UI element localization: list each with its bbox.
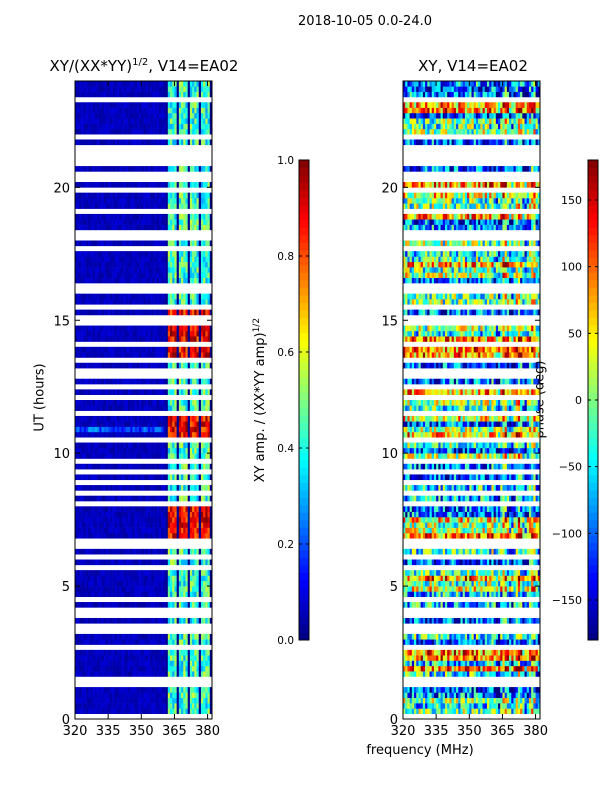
amplitude-heatmap-frame	[74, 80, 213, 720]
y-tick-label: 10	[381, 447, 398, 462]
phase-colorbar	[588, 160, 598, 641]
x-tick-label: 335	[424, 724, 449, 739]
y-tick-label: 15	[381, 314, 398, 329]
x-tick-label: 335	[96, 724, 121, 739]
colorbar-tick-label: −150	[552, 594, 582, 607]
left-title-main: XY/(XX*YY)	[49, 57, 133, 75]
amplitude-heatmap	[75, 81, 213, 714]
y-tick-label: 20	[53, 181, 70, 196]
left-title-tail: , V14=EA02	[148, 57, 239, 75]
left-panel-title: XY/(XX*YY)1/2, V14=EA02	[14, 57, 274, 75]
colorbar-tick-label: 0.0	[277, 635, 294, 647]
x-tick-label: 350	[129, 724, 154, 739]
colorbar-tick-label: 0.8	[277, 251, 294, 263]
colorbar-tick-label: 150	[561, 194, 582, 207]
x-axis-label: frequency (MHz)	[366, 743, 474, 758]
right-panel-title: XY, V14=EA02	[418, 57, 528, 75]
x-tick-label: 365	[490, 724, 515, 739]
y-tick-label: 5	[62, 580, 70, 595]
y-tick-label: 5	[390, 580, 398, 595]
colorbar-tick-label: 0.2	[277, 539, 294, 551]
x-tick-label: 350	[457, 724, 482, 739]
x-tick-label: 365	[162, 724, 187, 739]
amp-colorbar	[299, 160, 309, 641]
y-tick-label: 15	[53, 314, 70, 329]
colorbar-tick-label: −50	[559, 461, 582, 474]
y-tick-label: 0	[390, 713, 398, 728]
x-tick-label: 320	[63, 724, 88, 739]
colorbar-tick-label: 100	[561, 261, 582, 274]
phase-heatmap	[403, 81, 541, 714]
x-tick-label: 320	[391, 724, 416, 739]
phase-heatmap-frame	[402, 80, 541, 720]
x-tick-label: 380	[523, 724, 548, 739]
amp-colorbar-frame	[298, 159, 310, 641]
figure-suptitle: 2018-10-05 0.0-24.0	[298, 14, 432, 29]
colorbar-tick-label: 0	[575, 394, 582, 407]
colorbar-tick-label: 0.6	[277, 347, 294, 359]
left-title-exponent: 1/2	[132, 57, 149, 68]
y-tick-label: 0	[62, 713, 70, 728]
x-tick-label: 380	[195, 724, 220, 739]
y-tick-label: 20	[381, 181, 398, 196]
y-tick-label: 10	[53, 447, 70, 462]
colorbar-tick-label: 50	[568, 327, 582, 340]
colorbar-tick-label: 0.4	[277, 443, 294, 455]
colorbar-tick-label: 1.0	[277, 155, 294, 167]
colorbar-tick-label: −100	[552, 527, 582, 540]
